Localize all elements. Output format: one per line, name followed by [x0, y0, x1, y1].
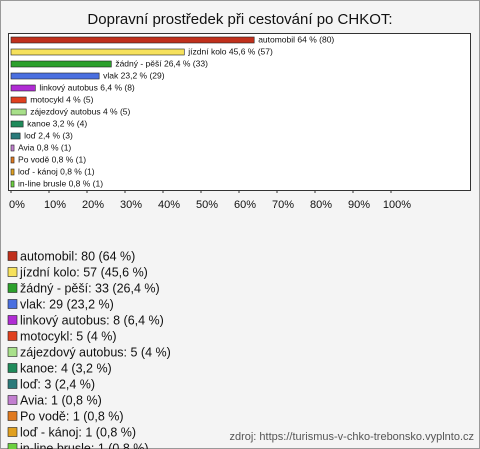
- legend-label: kanoe: 4 (3,2 %): [20, 361, 112, 375]
- legend-label: zájezdový autobus: 5 (4 %): [20, 345, 171, 359]
- legend-label: motocykl: 5 (4 %): [20, 329, 117, 343]
- bar-label: in-line brusle 0,8 % (1): [18, 178, 103, 188]
- legend-swatch: [7, 443, 18, 449]
- bar-label: vlak 23,2 % (29): [103, 70, 165, 80]
- legend-swatch: [7, 427, 18, 437]
- bar-label: linkový autobus 6,4 % (8): [39, 82, 135, 92]
- x-tick-label: 100%: [383, 199, 411, 211]
- legend-swatch: [7, 411, 18, 421]
- bar: [10, 96, 27, 104]
- bar: [10, 132, 21, 140]
- bar-label: Po vodě 0,8 % (1): [18, 154, 86, 164]
- bar-label: automobil 64 % (80): [258, 34, 334, 44]
- bar: [10, 36, 255, 44]
- x-tick-label: 0%: [9, 199, 25, 211]
- legend-label: linkový autobus: 8 (6,4 %): [20, 313, 164, 327]
- legend-label: Avia: 1 (0,8 %): [20, 393, 102, 407]
- x-tick-label: 70%: [272, 199, 294, 211]
- x-tick-label: 10%: [44, 199, 66, 211]
- legend-swatch: [7, 363, 18, 373]
- bar: [10, 168, 15, 176]
- bar: [10, 180, 15, 188]
- bar: [10, 144, 15, 152]
- bar: [10, 120, 24, 128]
- legend-swatch: [7, 379, 18, 389]
- bar-label: loď 2,4 % (3): [24, 130, 73, 140]
- legend-swatch: [7, 299, 18, 309]
- bar: [10, 108, 27, 116]
- x-tick-label: 30%: [120, 199, 142, 211]
- legend-swatch: [7, 251, 18, 261]
- bar-label: jízdní kolo 45,6 % (57): [187, 46, 273, 56]
- legend-swatch: [7, 395, 18, 405]
- x-tick-label: 20%: [82, 199, 104, 211]
- bar: [10, 48, 185, 56]
- legend-label: jízdní kolo: 57 (45,6 %): [19, 265, 148, 279]
- x-tick-label: 60%: [234, 199, 256, 211]
- legend-label: žádný - pěší: 33 (26,4 %): [20, 281, 160, 295]
- legend-swatch: [7, 267, 18, 277]
- legend-label: loď - kánoj: 1 (0,8 %): [20, 425, 136, 439]
- x-tick-label: 40%: [158, 199, 180, 211]
- legend-swatch: [7, 347, 18, 357]
- source: zdroj: https://turismus-v-chko-trebonsko…: [229, 431, 474, 443]
- bar: [10, 72, 100, 80]
- chart-title: Dopravní prostředek při cestování po CHK…: [87, 11, 392, 28]
- legend-label: automobil: 80 (64 %): [20, 249, 135, 263]
- bar: [10, 60, 112, 68]
- x-tick-label: 80%: [310, 199, 332, 211]
- x-tick-label: 50%: [196, 199, 218, 211]
- x-tick-label: 90%: [348, 199, 370, 211]
- bar: [10, 84, 36, 92]
- legend-label: Po vodě: 1 (0,8 %): [20, 409, 124, 423]
- legend-swatch: [7, 315, 18, 325]
- bar: [10, 156, 15, 164]
- bar-label: loď - kánoj 0,8 % (1): [18, 166, 95, 176]
- bar-label: zájezdový autobus 4 % (5): [30, 106, 130, 116]
- bar-label: kanoe 3,2 % (4): [27, 118, 87, 128]
- legend-label: in-line brusle: 1 (0,8 %): [20, 441, 149, 449]
- legend-swatch: [7, 283, 18, 293]
- legend-label: vlak: 29 (23,2 %): [20, 297, 114, 311]
- bar-label: žádný - pěší 26,4 % (33): [115, 58, 208, 68]
- bar-label: motocykl 4 % (5): [30, 94, 93, 104]
- bar-label: Avia 0,8 % (1): [18, 142, 71, 152]
- legend-swatch: [7, 331, 18, 341]
- plot-area: [8, 33, 471, 191]
- legend-label: loď: 3 (2,4 %): [20, 377, 95, 391]
